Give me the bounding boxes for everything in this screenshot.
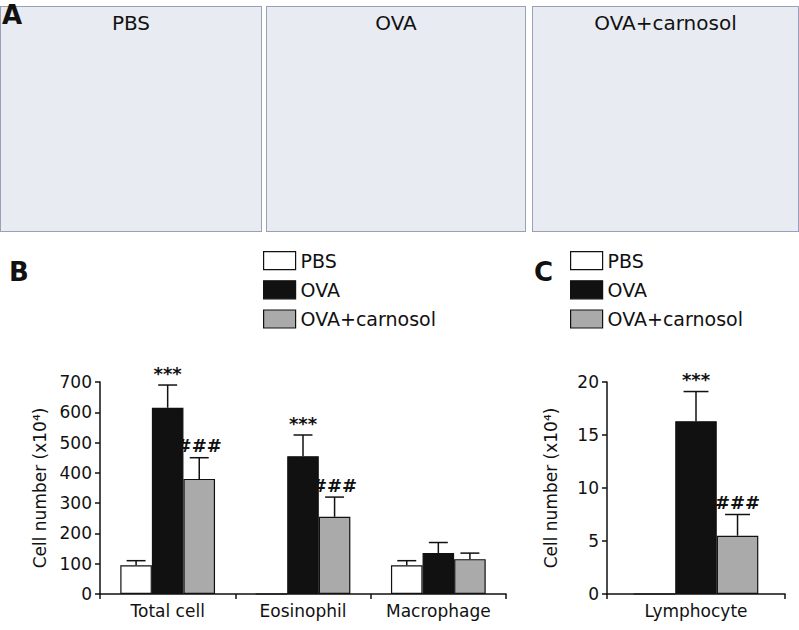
svg-text:500: 500	[60, 433, 92, 453]
svg-text:PBS: PBS	[608, 250, 644, 272]
svg-text:OVA: OVA	[608, 279, 647, 301]
svg-text:700: 700	[60, 372, 92, 392]
svg-text:B: B	[9, 257, 29, 287]
svg-text:100: 100	[60, 554, 92, 574]
svg-text:0: 0	[588, 584, 599, 604]
html-text:A: A	[2, 0, 23, 30]
svg-text:Total cell: Total cell	[129, 601, 204, 621]
svg-text:Cell number (x10⁴): Cell number (x10⁴)	[30, 408, 50, 569]
svg-text:***: ***	[289, 413, 318, 434]
svg-text:20: 20	[577, 372, 599, 392]
svg-text:Lymphocyte: Lymphocyte	[644, 601, 747, 621]
svg-text:C: C	[534, 257, 553, 287]
svg-text:OVA+carnosol: OVA+carnosol	[608, 308, 743, 330]
svg-text:PBS: PBS	[301, 250, 337, 272]
svg-text:***: ***	[154, 363, 183, 384]
svg-text:###: ###	[715, 492, 760, 513]
html-text:OVA: OVA	[375, 11, 417, 35]
svg-text:Eosinophil: Eosinophil	[260, 601, 347, 621]
svg-text:300: 300	[60, 493, 92, 513]
html-text:OVA+carnosol: OVA+carnosol	[594, 11, 737, 35]
svg-text:10: 10	[577, 478, 599, 498]
svg-text:400: 400	[60, 463, 92, 483]
svg-text:Macrophage: Macrophage	[386, 601, 491, 621]
html-text:PBS: PBS	[111, 11, 151, 35]
svg-text:OVA: OVA	[301, 279, 340, 301]
svg-text:0: 0	[81, 584, 92, 604]
svg-text:OVA+carnosol: OVA+carnosol	[301, 308, 436, 330]
svg-text:15: 15	[577, 425, 599, 445]
svg-text:5: 5	[588, 531, 599, 551]
svg-text:***: ***	[682, 369, 711, 390]
svg-text:200: 200	[60, 523, 92, 543]
svg-text:Cell number (x10⁴): Cell number (x10⁴)	[541, 408, 561, 569]
svg-text:###: ###	[177, 435, 222, 456]
svg-text:###: ###	[312, 475, 357, 496]
svg-text:600: 600	[60, 402, 92, 422]
